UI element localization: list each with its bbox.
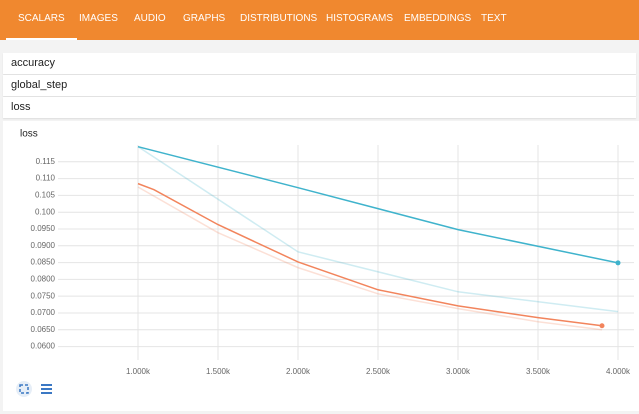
tab[interactable]: DISTRIBUTIONS xyxy=(240,13,318,24)
section-header[interactable]: global_step xyxy=(3,75,636,96)
y-tick-label: 0.0900 xyxy=(31,241,56,250)
chart-title: loss xyxy=(20,129,38,140)
end-point xyxy=(615,260,621,266)
x-tick-label: 4.000k xyxy=(606,367,631,376)
tab[interactable]: EMBEDDINGS xyxy=(404,13,472,24)
fit-icon[interactable] xyxy=(16,381,32,397)
x-tick-label: 1.000k xyxy=(126,367,151,376)
end-point xyxy=(599,323,605,329)
y-tick-label: 0.0850 xyxy=(31,258,56,267)
tab[interactable]: AUDIO xyxy=(134,13,166,24)
section-header[interactable]: accuracy xyxy=(3,53,636,74)
tab[interactable]: HISTOGRAMS xyxy=(326,13,394,24)
tab[interactable]: TEXT xyxy=(481,13,507,24)
series-line xyxy=(137,182,603,327)
y-tick-label: 0.0950 xyxy=(31,224,56,233)
y-tick-label: 0.0750 xyxy=(31,291,56,300)
y-tick-label: 0.100 xyxy=(35,207,56,216)
y-tick-label: 0.0600 xyxy=(31,342,56,351)
tab[interactable]: SCALARS xyxy=(6,0,77,40)
series-line xyxy=(137,186,603,331)
series-line xyxy=(137,145,619,264)
y-tick-label: 0.105 xyxy=(35,191,56,200)
x-tick-label: 2.500k xyxy=(366,367,391,376)
tab[interactable]: GRAPHS xyxy=(183,13,226,24)
chart-card xyxy=(3,121,639,411)
y-tick-label: 0.0650 xyxy=(31,325,56,334)
x-tick-label: 2.000k xyxy=(286,367,311,376)
y-tick-label: 0.0700 xyxy=(31,308,56,317)
x-tick-label: 1.500k xyxy=(206,367,231,376)
series-line xyxy=(137,146,619,313)
section-header[interactable]: loss xyxy=(3,97,636,118)
y-tick-label: 0.115 xyxy=(36,157,56,166)
data-toggle-icon[interactable] xyxy=(41,384,52,394)
y-tick-label: 0.110 xyxy=(36,174,56,183)
top-bar: SCALARS IMAGES AUDIO GRAPHS DISTRIBUTIONS HIS… xyxy=(0,0,639,40)
y-tick-label: 0.0800 xyxy=(31,274,56,283)
x-tick-label: 3.000k xyxy=(446,367,471,376)
x-tick-label: 3.500k xyxy=(526,367,551,376)
tab[interactable]: IMAGES xyxy=(79,13,118,24)
